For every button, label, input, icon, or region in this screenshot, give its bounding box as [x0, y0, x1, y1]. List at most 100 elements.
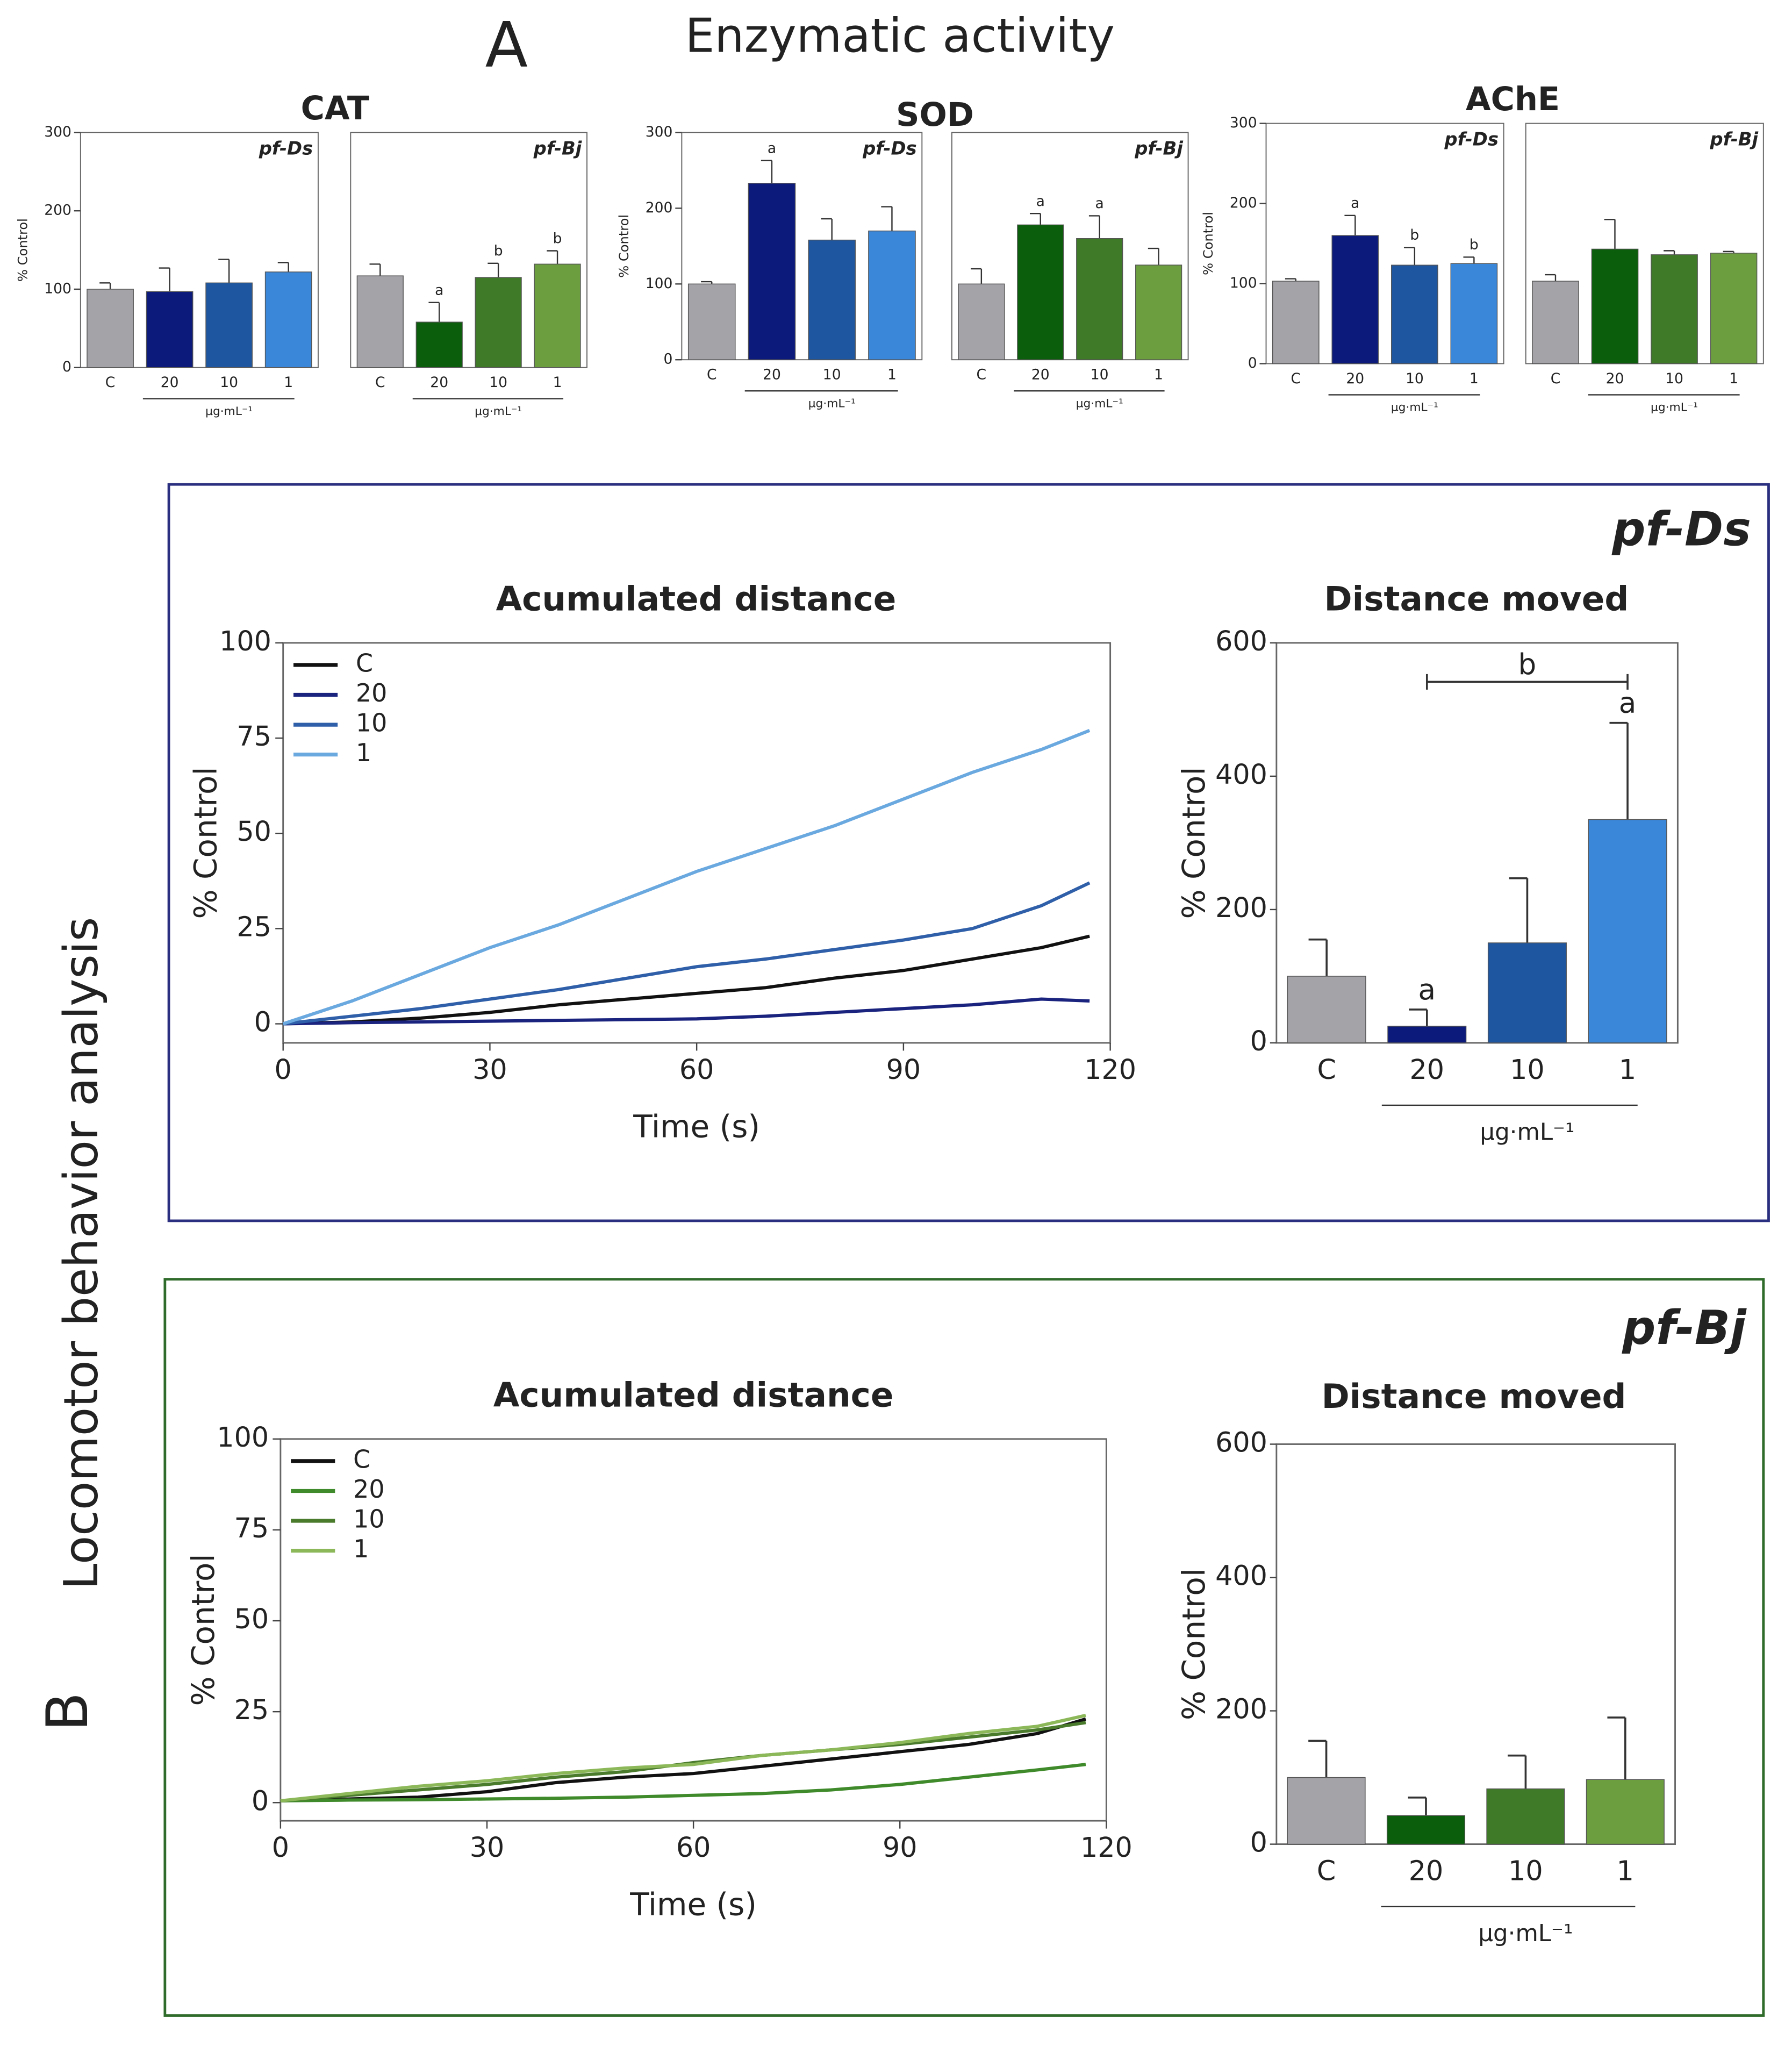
- x-tick-label: 10: [220, 374, 238, 391]
- y-tick-label: 0: [1250, 1025, 1267, 1057]
- y-tick-label: 25: [236, 911, 271, 942]
- bar: [1486, 1788, 1565, 1845]
- x-axis-label: µg·mL⁻¹: [205, 405, 253, 418]
- bar: [1651, 254, 1698, 364]
- x-tick-label: C: [105, 374, 116, 391]
- y-tick-label: 100: [219, 625, 271, 657]
- y-tick-label: 400: [1215, 759, 1267, 790]
- legend-label: 1: [356, 738, 371, 767]
- x-tick-label: 1: [1470, 370, 1479, 387]
- bar: [1450, 263, 1498, 364]
- y-tick-label: 100: [44, 280, 71, 297]
- x-tick-label: C: [375, 374, 385, 391]
- bar: [687, 283, 736, 360]
- panel-tag: pf-Ds: [259, 138, 313, 159]
- chart-title: Acumulated distance: [496, 580, 897, 619]
- y-tick-label: 200: [1230, 195, 1257, 211]
- bar: [1331, 235, 1379, 364]
- significance-label: a: [435, 282, 443, 298]
- x-axis-label: µg·mL⁻¹: [1651, 401, 1698, 414]
- bar: [1387, 1026, 1467, 1043]
- y-tick-label: 75: [234, 1512, 269, 1544]
- bar: [87, 289, 134, 368]
- x-axis-label: µg·mL⁻¹: [808, 397, 856, 410]
- panel-tag: pf-Bj: [1134, 138, 1183, 159]
- plot-frame: [80, 132, 319, 368]
- y-tick-label: 50: [234, 1603, 269, 1635]
- panel-label: B: [34, 1692, 101, 1732]
- x-tick-label: 120: [1084, 1054, 1136, 1085]
- y-axis-label: % Control: [185, 1554, 221, 1706]
- y-tick-label: 100: [646, 275, 673, 292]
- x-tick-label: 10: [489, 374, 507, 391]
- chart-title: Distance moved: [1324, 580, 1629, 619]
- bar: [1532, 281, 1579, 364]
- bar: [1391, 264, 1438, 364]
- group-label: pf-Ds: [1611, 502, 1751, 556]
- significance-label: a: [1036, 193, 1045, 210]
- x-tick-label: 120: [1080, 1832, 1132, 1863]
- y-axis-label: % Control: [1201, 212, 1216, 275]
- significance-label: b: [494, 243, 503, 260]
- x-axis-label: µg·mL⁻¹: [1076, 397, 1123, 410]
- panel-label: A: [485, 9, 528, 82]
- y-tick-label: 300: [1230, 115, 1257, 131]
- bar: [205, 282, 253, 368]
- legend-label: 20: [353, 1475, 384, 1504]
- significance-label: b: [1410, 227, 1419, 244]
- x-tick-label: C: [977, 367, 987, 383]
- bar: [146, 291, 193, 368]
- legend-label: 10: [356, 709, 387, 738]
- bar: [1076, 238, 1123, 360]
- x-tick-label: C: [1551, 370, 1561, 387]
- bar: [1135, 264, 1182, 360]
- y-tick-label: 0: [254, 1006, 271, 1038]
- bar: [534, 263, 581, 368]
- x-tick-label: 1: [1154, 367, 1163, 383]
- line: [280, 1717, 1086, 1802]
- panel-tag: pf-Bj: [1709, 128, 1758, 149]
- x-tick-label: 20: [430, 374, 448, 391]
- y-tick-label: 0: [62, 359, 71, 375]
- legend-label: C: [356, 648, 373, 677]
- line: [283, 934, 1090, 1026]
- panel-tag: pf-Ds: [862, 138, 917, 159]
- y-tick-label: 0: [1248, 355, 1257, 371]
- x-tick-label: C: [1317, 1054, 1336, 1085]
- x-tick-label: 1: [1617, 1855, 1634, 1887]
- x-axis-label: µg·mL⁻¹: [1391, 401, 1438, 414]
- bar: [808, 239, 856, 360]
- x-tick-label: 30: [470, 1832, 505, 1863]
- y-tick-label: 400: [1215, 1560, 1267, 1592]
- x-axis-label: Time (s): [629, 1886, 757, 1923]
- y-axis-label: % Control: [1175, 1568, 1212, 1720]
- bar: [1710, 253, 1758, 364]
- x-tick-label: 10: [823, 367, 841, 383]
- bar: [1588, 819, 1667, 1043]
- line: [280, 1713, 1086, 1802]
- plot-frame: [1275, 642, 1679, 1044]
- y-tick-label: 25: [234, 1694, 269, 1726]
- x-tick-label: 30: [472, 1054, 507, 1085]
- x-tick-label: 90: [886, 1054, 921, 1085]
- y-tick-label: 300: [44, 124, 71, 140]
- chart-title: CAT: [301, 90, 370, 127]
- significance-label: a: [1095, 195, 1104, 212]
- significance-label: a: [1418, 973, 1436, 1006]
- x-tick-label: C: [1317, 1855, 1336, 1887]
- y-tick-label: 200: [44, 202, 71, 219]
- y-axis-label: % Control: [188, 767, 224, 919]
- y-tick-label: 50: [236, 815, 271, 847]
- group-label: pf-Bj: [1622, 1300, 1747, 1355]
- x-tick-label: 20: [161, 374, 179, 391]
- bar: [1287, 1777, 1366, 1845]
- bar: [1017, 224, 1064, 360]
- y-tick-label: 200: [1215, 892, 1267, 924]
- plot-frame: [350, 132, 587, 368]
- bar: [868, 230, 916, 360]
- x-tick-label: 20: [1346, 370, 1364, 387]
- legend-label: C: [353, 1444, 370, 1473]
- line: [283, 881, 1091, 1026]
- bar: [1487, 942, 1567, 1043]
- group-box: [167, 483, 1770, 1222]
